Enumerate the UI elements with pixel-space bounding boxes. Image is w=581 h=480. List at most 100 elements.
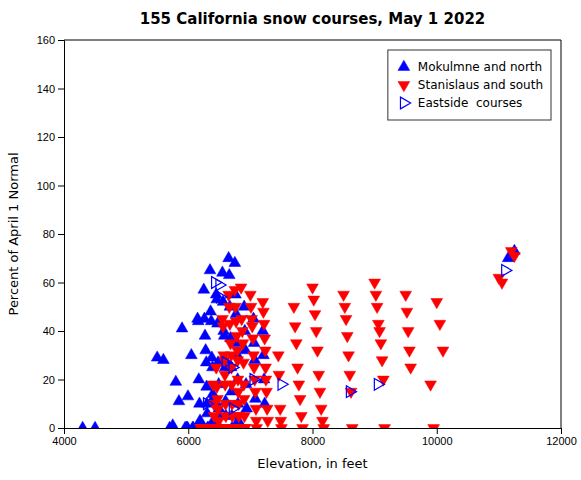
legend-item: Mokulmne and north — [398, 60, 542, 74]
tick: 140 — [37, 83, 64, 95]
point — [338, 291, 350, 301]
x-label: Elevation, in feet — [257, 456, 367, 471]
point — [248, 352, 260, 362]
point — [496, 279, 508, 289]
tick-label: 80 — [43, 228, 55, 240]
tick-label: 6000 — [177, 435, 201, 447]
point — [167, 419, 179, 428]
point — [425, 381, 437, 391]
tick-mark — [58, 186, 64, 187]
point — [239, 425, 251, 428]
point — [231, 347, 243, 357]
tick-label: 60 — [43, 277, 55, 289]
point — [428, 425, 440, 428]
point — [216, 279, 226, 291]
tick-label: 8000 — [301, 435, 325, 447]
point — [212, 277, 222, 289]
point — [259, 335, 271, 345]
tick: 10000 — [422, 428, 453, 447]
point — [370, 291, 382, 301]
tick-mark — [58, 283, 64, 284]
tick: 40 — [43, 325, 64, 337]
tick: 12000 — [546, 428, 577, 447]
point — [292, 364, 304, 374]
point — [288, 303, 300, 313]
point — [158, 353, 170, 363]
point — [236, 315, 248, 325]
point — [289, 323, 301, 333]
legend-symbol — [398, 60, 410, 70]
point — [509, 252, 521, 262]
point — [371, 303, 383, 313]
tick: 60 — [43, 277, 64, 289]
tick: 80 — [43, 228, 64, 240]
tick-label: 0 — [49, 422, 55, 434]
point — [262, 417, 274, 427]
tick-mark — [58, 40, 64, 41]
point — [245, 303, 257, 313]
point — [239, 425, 251, 428]
point — [238, 381, 250, 391]
point — [278, 378, 288, 390]
legend-item: Eastside courses — [400, 96, 522, 110]
tick-label: 100 — [37, 180, 55, 192]
point — [276, 425, 288, 428]
point — [379, 425, 391, 428]
point — [249, 388, 261, 398]
legend: Mokulmne and north Stanislaus and south Ea… — [388, 50, 551, 120]
point — [199, 329, 211, 339]
tick: 20 — [43, 374, 64, 386]
point — [374, 328, 386, 338]
legend-symbol — [398, 82, 410, 92]
legend-item: Stanislaus and south — [398, 78, 543, 92]
point — [182, 390, 194, 400]
point — [295, 412, 307, 422]
series — [203, 264, 511, 414]
point — [274, 405, 286, 415]
chart: 4000600080001000012000020406080100120140… — [0, 0, 581, 480]
point — [77, 421, 89, 428]
series — [195, 248, 521, 428]
point — [308, 296, 320, 306]
tick-label: 160 — [37, 34, 55, 46]
legend-symbol — [400, 97, 410, 109]
point — [200, 344, 212, 354]
point — [250, 405, 262, 415]
frame — [64, 40, 561, 41]
point — [185, 348, 197, 358]
marks — [77, 244, 521, 428]
point — [229, 256, 241, 266]
point — [309, 311, 321, 321]
point — [260, 364, 272, 374]
point — [293, 381, 305, 391]
point — [340, 315, 352, 325]
tick-mark — [313, 428, 314, 434]
tick-mark — [188, 428, 189, 434]
point — [223, 268, 235, 278]
tick-mark — [58, 137, 64, 138]
tick-label: 10000 — [422, 435, 453, 447]
tick-label: 120 — [37, 131, 55, 143]
point — [248, 364, 260, 374]
point — [297, 425, 309, 428]
axis-line — [58, 41, 65, 429]
point — [257, 299, 269, 309]
point — [400, 291, 412, 301]
point — [205, 305, 217, 315]
point — [375, 340, 387, 350]
point — [404, 347, 416, 357]
point — [405, 364, 417, 374]
point — [431, 299, 443, 309]
point — [346, 425, 358, 428]
legend-label: Mokulmne and north — [418, 60, 542, 74]
tick-mark — [58, 428, 64, 429]
point — [211, 383, 223, 393]
tick-mark — [561, 428, 562, 434]
tick: 0 — [49, 422, 64, 434]
point — [244, 291, 256, 301]
point — [401, 308, 413, 318]
point — [230, 303, 242, 313]
point — [339, 303, 351, 313]
tick: 100 — [37, 180, 64, 192]
point — [261, 388, 273, 398]
